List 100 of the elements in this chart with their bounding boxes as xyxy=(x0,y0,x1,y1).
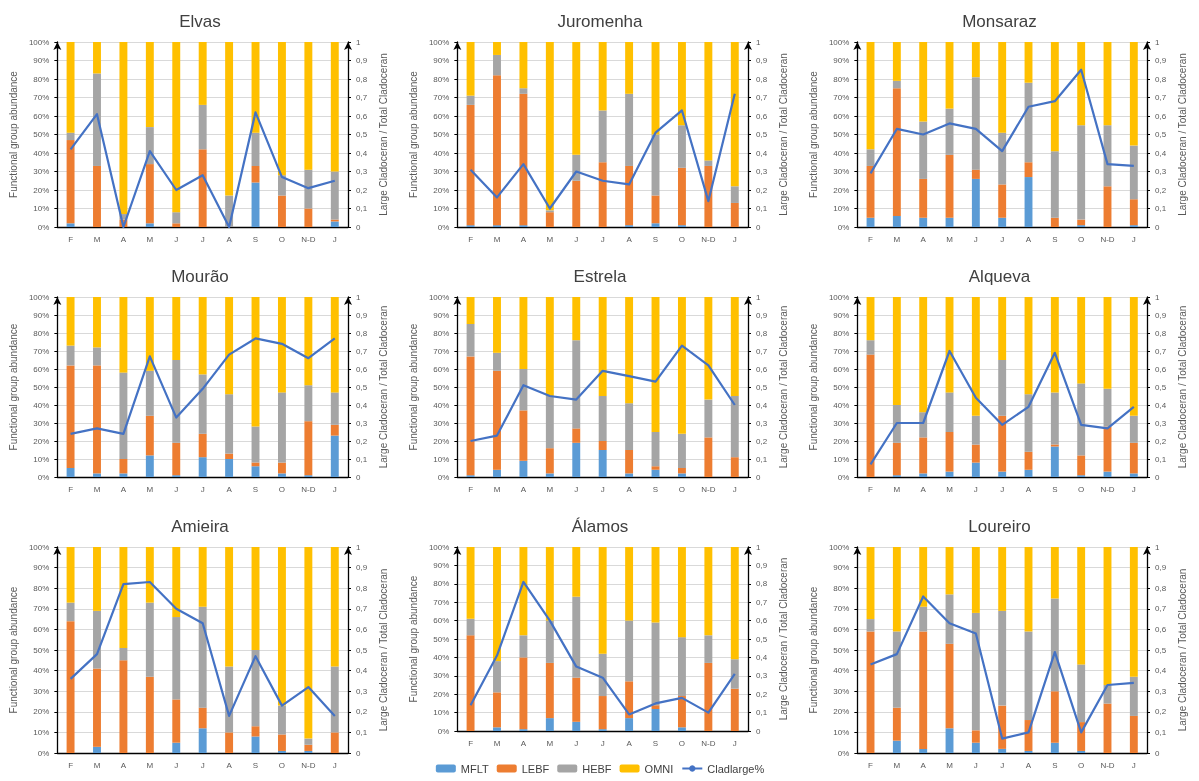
bar xyxy=(93,42,101,74)
y2-tick-label: 0,5 xyxy=(756,634,768,644)
y2-tick-label: 0,2 xyxy=(356,436,368,446)
bar xyxy=(119,459,128,474)
bar xyxy=(466,324,475,357)
x-tick-label: M xyxy=(546,234,554,244)
y2-tick-label: 0,7 xyxy=(356,604,368,614)
bar xyxy=(493,370,501,470)
bar xyxy=(330,424,339,436)
bar xyxy=(677,125,686,168)
bar xyxy=(704,662,713,731)
bar xyxy=(704,635,713,663)
y-tick-label: 0% xyxy=(837,748,850,758)
y2-axis-title: Large Cladoceran / Total Cladoceran xyxy=(777,305,789,469)
x-tick-label: N-D xyxy=(1100,234,1115,244)
bar xyxy=(677,637,686,697)
bar xyxy=(66,345,75,366)
y-tick-label: 60% xyxy=(433,616,450,626)
y2-tick-label: 0,6 xyxy=(356,111,368,121)
y2-tick-label: 1 xyxy=(1155,542,1160,552)
bar xyxy=(677,468,686,474)
bar xyxy=(145,547,154,603)
x-tick-label: J xyxy=(600,234,605,244)
bar xyxy=(998,610,1007,706)
y-tick-label: 20% xyxy=(433,689,450,699)
x-tick-label: J xyxy=(200,484,205,494)
bar xyxy=(330,435,339,477)
y-tick-label: 50% xyxy=(33,645,50,655)
y2-tick-label: 0,1 xyxy=(356,727,368,737)
bar xyxy=(330,547,339,667)
y-tick-label: 0% xyxy=(37,222,50,232)
y-tick-label: 80% xyxy=(33,328,50,338)
y2-axis-title: Large Cladoceran / Total Cladoceran xyxy=(1176,53,1188,216)
y-tick-label: 10% xyxy=(833,204,850,213)
bar xyxy=(704,297,713,400)
bar xyxy=(330,221,339,227)
x-tick-label: M xyxy=(893,234,901,244)
y2-tick-label: 0,4 xyxy=(1155,666,1167,676)
y-tick-label: 100% xyxy=(28,542,50,552)
y2-tick-label: 1 xyxy=(356,37,361,47)
y2-tick-label: 0,8 xyxy=(756,328,768,338)
bar xyxy=(304,547,313,739)
y-tick-label: 60% xyxy=(833,624,850,634)
x-tick-label: J xyxy=(600,738,605,748)
y2-tick-label: 0,5 xyxy=(356,645,368,655)
y2-tick-label: 0,9 xyxy=(756,56,768,65)
bar xyxy=(145,370,154,416)
bar xyxy=(919,178,928,218)
x-tick-label: J xyxy=(973,234,978,244)
y2-tick-label: 0 xyxy=(356,472,361,482)
x-tick-label: F xyxy=(68,234,74,244)
bar xyxy=(172,297,181,360)
bar xyxy=(892,547,901,632)
x-tick-label: M xyxy=(893,484,901,494)
x-tick-label: N-D xyxy=(301,760,316,770)
y-tick-label: 90% xyxy=(833,563,850,573)
bar xyxy=(919,631,928,749)
bar xyxy=(1050,446,1059,477)
y-tick-label: 50% xyxy=(33,382,50,392)
bar xyxy=(172,547,181,618)
y2-axis-title: Large Cladoceran / Total Cladoceran xyxy=(377,305,389,469)
y2-tick-label: 0,7 xyxy=(356,93,368,102)
bar xyxy=(145,42,154,128)
line-series xyxy=(469,580,736,716)
y2-tick-label: 0,9 xyxy=(356,310,368,320)
bar xyxy=(704,437,713,477)
x-tick-label: M xyxy=(893,760,901,770)
x-tick-label: M xyxy=(946,760,954,770)
bar xyxy=(519,93,528,226)
y-axis-title: Functional group abundance xyxy=(7,70,19,198)
x-tick-label: M xyxy=(493,738,501,748)
bar xyxy=(572,721,581,731)
x-tick-label: J xyxy=(600,484,605,494)
y-tick-label: 40% xyxy=(33,666,50,676)
y-tick-label: 20% xyxy=(833,707,850,717)
y-tick-label: 70% xyxy=(33,346,50,356)
bar xyxy=(971,730,980,743)
bar xyxy=(1129,297,1138,416)
bar xyxy=(198,606,207,708)
bar xyxy=(493,42,501,55)
bar xyxy=(466,297,475,324)
bar xyxy=(545,212,554,227)
y2-tick-label: 0,5 xyxy=(356,382,368,392)
y2-tick-label: 0,2 xyxy=(1155,707,1167,717)
bar xyxy=(704,399,713,438)
y2-tick-label: 0,5 xyxy=(756,130,768,139)
bar xyxy=(866,340,875,355)
legend-label: LEBF xyxy=(521,762,550,775)
bar xyxy=(971,178,980,227)
x-tick-label: J xyxy=(1131,234,1136,244)
line-series xyxy=(469,344,736,443)
x-tick-label: M xyxy=(946,484,954,494)
bar xyxy=(677,547,686,638)
bar xyxy=(198,42,207,105)
bar xyxy=(172,617,181,700)
y2-tick-label: 0,7 xyxy=(1155,604,1167,614)
y-tick-label: 20% xyxy=(833,185,850,195)
bar xyxy=(493,727,501,731)
x-tick-label: F xyxy=(468,234,474,244)
bar xyxy=(330,297,339,393)
